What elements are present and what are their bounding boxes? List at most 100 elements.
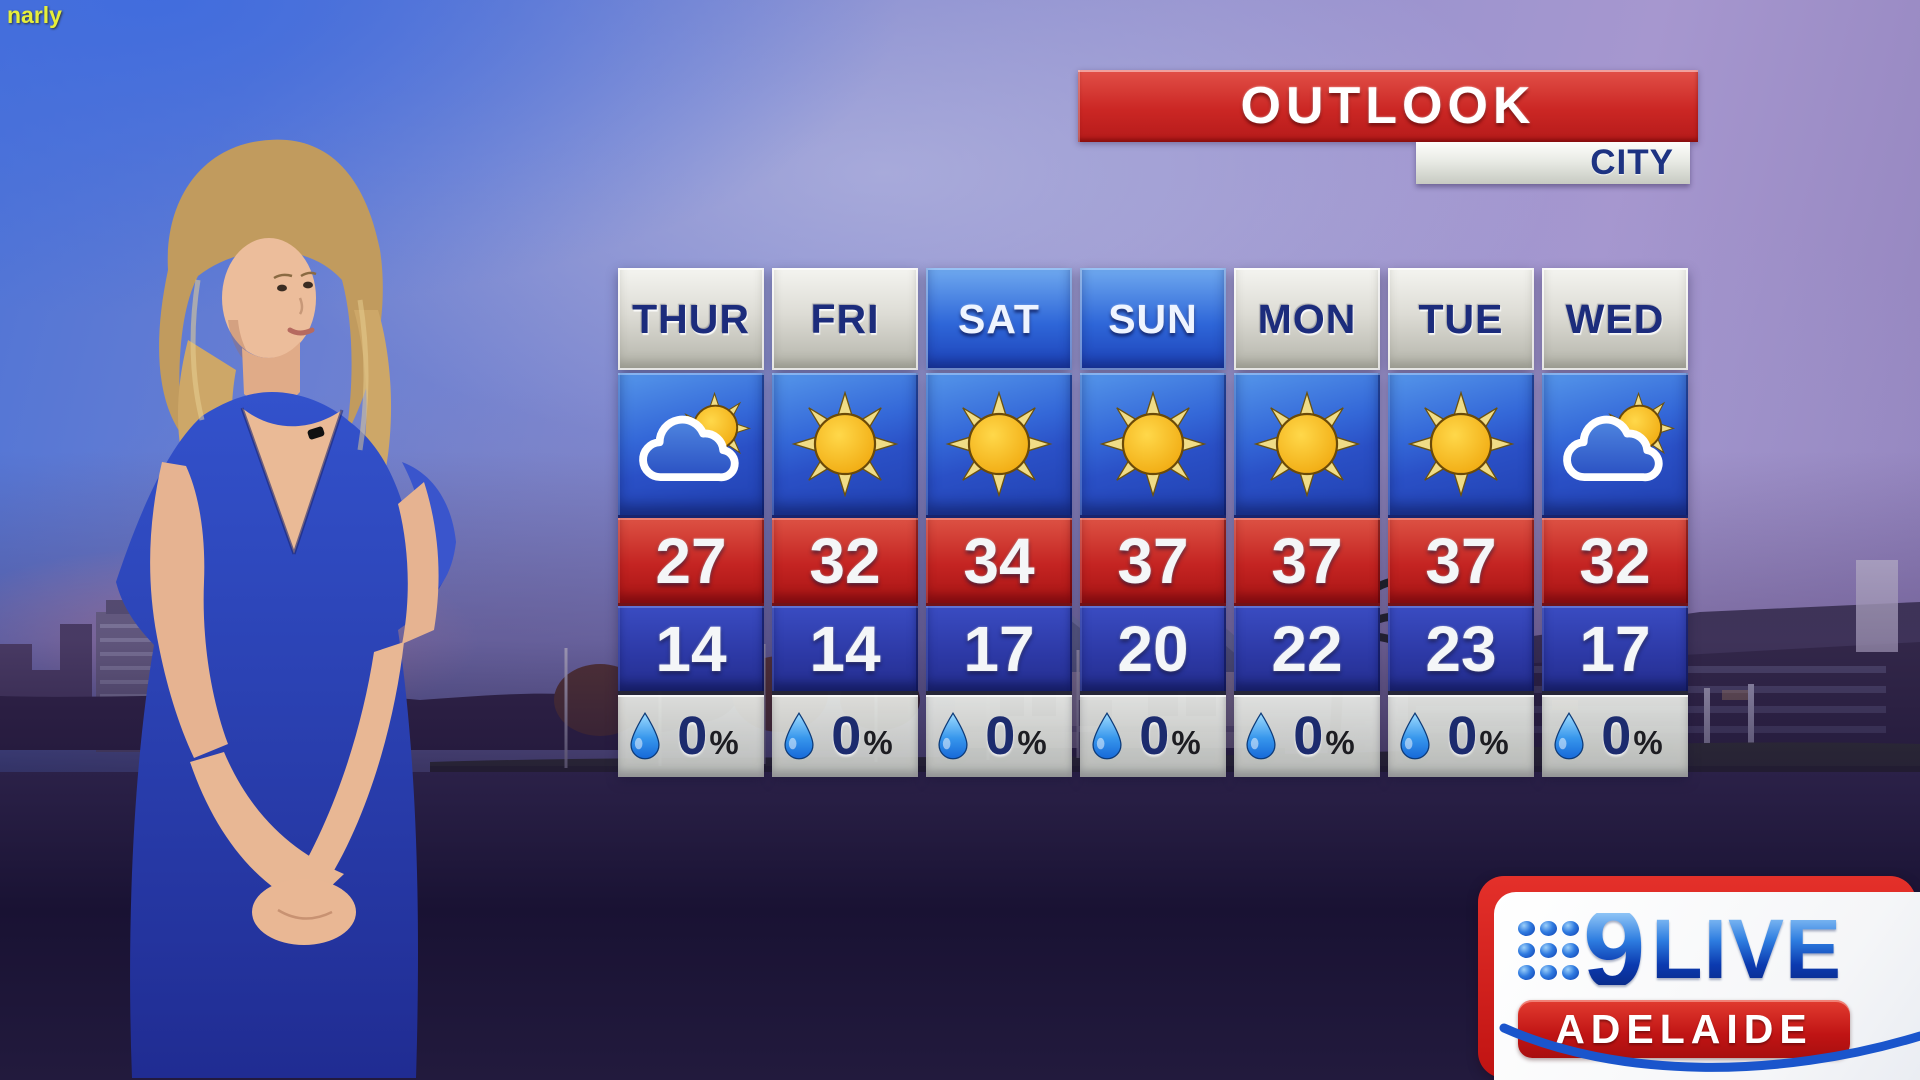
weather-icon-cell [1542,373,1688,515]
partly-cloudy-icon [1554,388,1676,500]
nine-live-logo: 9 LIVE ADELAIDE [1478,876,1920,1080]
raindrop-icon [1396,710,1434,762]
low-temp-cell: 20 [1080,603,1226,691]
day-label: WED [1565,295,1665,342]
percent-sign: % [1633,724,1663,761]
high-temp-cell: 37 [1388,515,1534,603]
raindrop-icon [1088,710,1126,762]
watermark-text: narly [7,2,62,28]
low-temp-cell: 22 [1234,603,1380,691]
right-arm [150,462,228,758]
low-temp-cell: 14 [618,603,764,691]
partly-cloudy-icon [630,388,752,500]
raindrop-icon [626,710,664,762]
low-temp-cell: 23 [1388,603,1534,691]
raindrop-icon [934,710,972,762]
high-temp: 32 [809,524,881,597]
nine-network-dots-icon [1518,920,1579,982]
rain-chance-cell: 0 % [1234,691,1380,777]
day-label: THUR [632,295,750,342]
high-temp-cell: 37 [1234,515,1380,603]
neck [242,342,300,405]
sunny-icon [1246,388,1368,500]
sunny-icon [1092,388,1214,500]
swoosh-graphic [1499,1023,1920,1072]
weather-icon-cell [618,373,764,515]
low-temp: 14 [655,612,727,685]
day-header: SAT [926,268,1072,370]
weather-icon-cell [1080,373,1226,515]
day-label: MON [1257,295,1357,342]
left-arm [398,482,439,644]
adelaide-label: ADELAIDE [1555,1005,1813,1052]
percent-sign: % [1479,724,1509,761]
v-neck-skin [242,408,342,554]
raindrop-icon [780,710,818,762]
high-temp-cell: 32 [772,515,918,603]
city-label: CITY [1590,143,1674,182]
outlook-banner: OUTLOOK [1078,70,1698,142]
weather-icon-cell [926,373,1072,515]
low-temp: 20 [1117,612,1189,685]
rain-chance: 0 [677,706,708,766]
high-temp-cell: 32 [1542,515,1688,603]
high-temp: 37 [1271,524,1343,597]
rain-chance: 0 [985,706,1016,766]
high-temp: 34 [963,524,1035,597]
day-header: TUE [1388,268,1534,370]
high-temp: 37 [1117,524,1189,597]
forecast-day-column: THUR 27 [618,268,764,777]
high-temp-cell: 34 [926,515,1072,603]
logo-panel: 9 LIVE ADELAIDE [1494,892,1920,1080]
low-temp: 22 [1271,612,1343,685]
day-label: SAT [958,295,1040,342]
forecast-day-column: SAT 34 17 [926,268,1072,777]
day-label: FRI [810,295,880,342]
forecast-day-column: FRI 32 14 [772,268,918,777]
rain-chance-cell: 0 % [1080,691,1226,777]
sunny-icon [1400,388,1522,500]
day-label: SUN [1108,295,1198,342]
high-temp: 27 [655,524,727,597]
high-temp: 32 [1579,524,1651,597]
rain-chance-cell: 0 % [772,691,918,777]
low-temp-cell: 17 [1542,603,1688,691]
forecast-day-column: SUN 37 20 [1080,268,1226,777]
low-temp: 17 [963,612,1035,685]
sunny-icon [938,388,1060,500]
raindrop-icon [1550,710,1588,762]
nine-network-9-logo: 9 [1583,892,1646,1011]
forecast-day-column: MON 37 22 [1234,268,1380,777]
forecast-day-column: TUE 37 23 [1388,268,1534,777]
day-header: FRI [772,268,918,370]
rain-chance-cell: 0 % [618,691,764,777]
low-temp-cell: 14 [772,603,918,691]
forecast-day-column: WED 32 [1542,268,1688,777]
rain-chance-cell: 0 % [926,691,1072,777]
raindrop-icon [1242,710,1280,762]
low-temp: 17 [1579,612,1651,685]
city-tab: CITY [1416,142,1690,184]
weather-presenter [116,139,456,1078]
high-temp-cell: 37 [1080,515,1226,603]
low-temp-cell: 17 [926,603,1072,691]
percent-sign: % [1017,724,1047,761]
hands [252,879,356,945]
rain-chance: 0 [1139,706,1170,766]
lapel-mic [307,426,325,440]
low-temp: 14 [809,612,881,685]
day-header: SUN [1080,268,1226,370]
weather-icon-cell [772,373,918,515]
outlook-title: OUTLOOK [1240,77,1536,135]
percent-sign: % [863,724,893,761]
forecast-board: THUR 27 [618,268,1688,777]
low-temp: 23 [1425,612,1497,685]
rain-chance-cell: 0 % [1388,691,1534,777]
rain-chance-cell: 0 % [1542,691,1688,777]
day-header: WED [1542,268,1688,370]
weather-icon-cell [1388,373,1534,515]
day-header: THUR [618,268,764,370]
percent-sign: % [1171,724,1201,761]
day-label: TUE [1418,295,1504,342]
